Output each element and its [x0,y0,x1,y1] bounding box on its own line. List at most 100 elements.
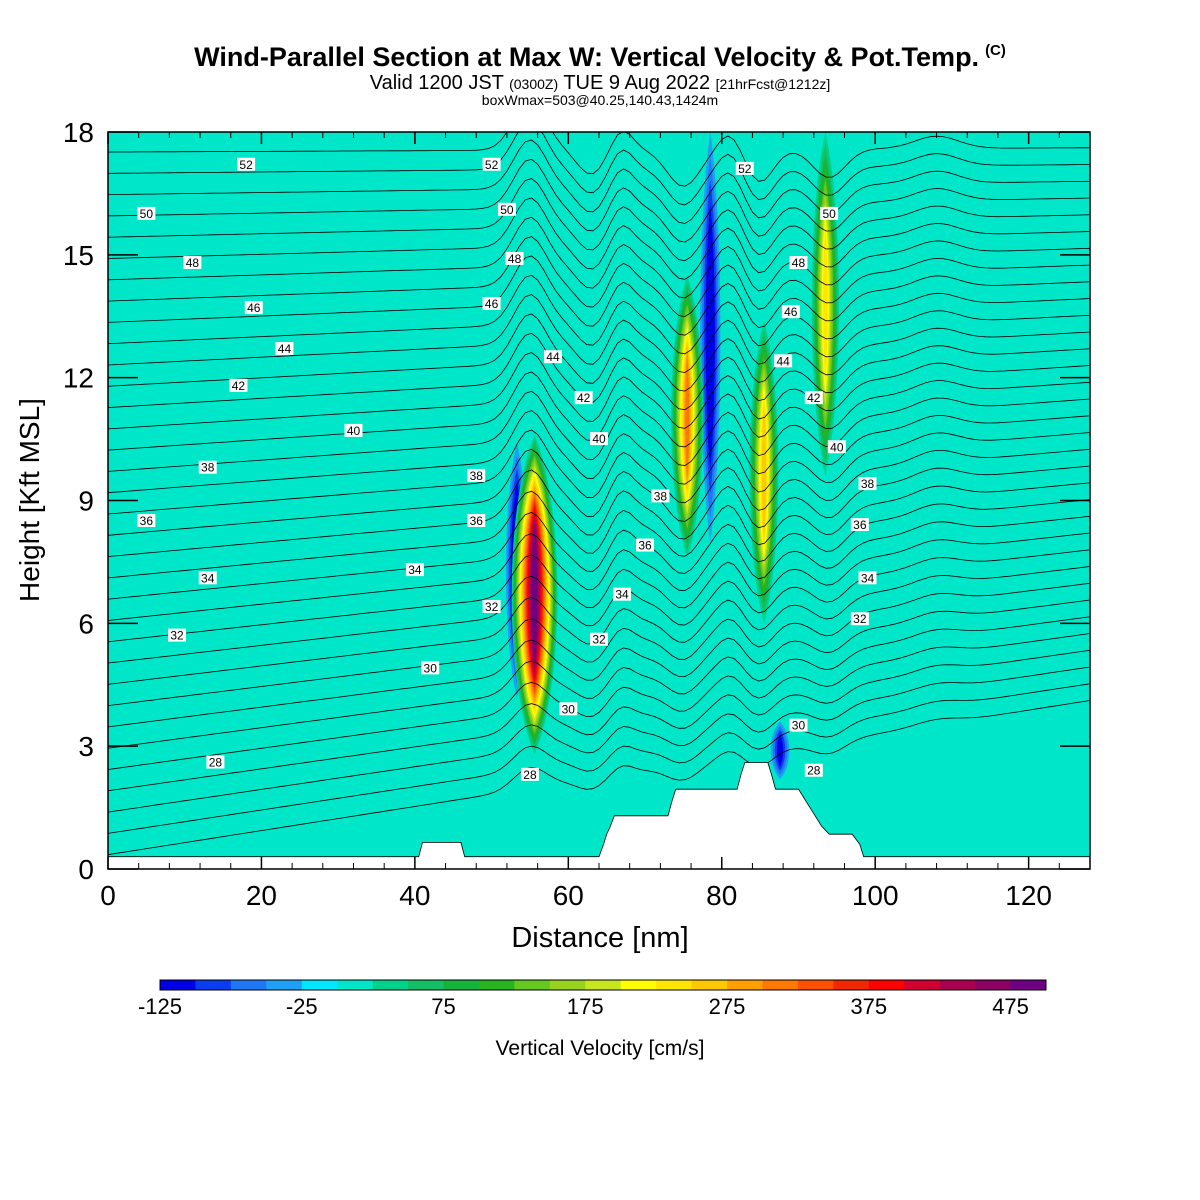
colorbar-swatch [337,980,374,990]
theta-label: 38 [470,469,484,483]
theta-label: 28 [209,756,223,770]
terrain [108,762,1090,869]
colorbar-swatch [266,980,303,990]
theta-label-box [244,301,263,315]
colorbar-tick-label: -125 [138,994,182,1019]
theta-label: 30 [424,661,438,675]
x-tick-label: 100 [852,880,899,911]
colorbar-swatch [408,980,444,990]
theta-label: 44 [546,350,560,364]
valid-time-part-1: Valid 1200 JST [369,72,510,94]
x-tick-label: 40 [399,880,430,911]
theta-contour-line [108,158,1090,243]
theta-label: 48 [508,252,522,266]
theta-contour-line [108,255,1090,336]
theta-label-box [520,767,539,781]
theta-contour-line [108,683,1090,834]
theta-label-box [827,440,846,454]
theta-contour-line [108,294,1090,373]
theta-contour-line [108,352,1090,430]
colorbar-swatch [585,980,622,990]
theta-label: 38 [654,489,668,503]
theta-contour-line [108,666,1090,813]
theta-label-box [543,350,562,364]
colorbar-swatch [797,980,834,990]
theta-label: 48 [186,256,200,270]
theta-label: 44 [776,354,790,368]
theta-contour-line [108,549,1090,664]
colorbar-swatch [372,980,409,990]
theta-label-box [229,378,248,392]
chart-title: Wind-Parallel Section at Max W: Vertical… [0,42,1200,73]
theta-label: 30 [562,702,576,716]
theta-label-box [168,628,187,642]
theta-label-box [505,251,524,265]
theta-label-box [850,612,869,626]
theta-label: 36 [140,514,154,528]
theta-label-box [651,489,670,503]
colorbar: -125 -25 75 175 275 375 475 [138,979,1047,1019]
theta-contour-line [108,599,1090,728]
theta-label: 28 [523,768,537,782]
colorbar-tick-label: 175 [567,994,604,1019]
y-tick-label: 9 [78,486,94,517]
colorbar-swatch [301,980,338,990]
theta-label-box [344,423,363,437]
copyright-mark: (C) [985,42,1006,59]
theta-label: 36 [638,539,652,553]
colorbar-swatch [443,980,480,990]
colorbar-swatch [727,980,763,990]
theta-label: 34 [201,571,215,585]
theta-label: 32 [853,612,867,626]
updraft-core [532,531,537,659]
colorbar-swatch [620,980,657,990]
y-tick-label: 6 [78,608,94,639]
theta-contour-line [108,649,1090,792]
theta-contour-line [108,633,1090,770]
colorbar-swatch [478,980,515,990]
theta-label: 32 [485,600,499,614]
theta-contour-line [108,499,1090,600]
theta-label: 36 [470,514,484,528]
theta-contour-line [108,390,1090,472]
theta-label-box [482,599,501,613]
theta-label-box [781,305,800,319]
forecast-tag: [21hrFcst@1212z] [715,76,831,92]
theta-label-box [590,432,608,446]
colorbar-tick-label: 75 [431,994,455,1019]
x-tick-label: 60 [553,880,584,911]
theta-label: 50 [500,203,514,217]
x-tick-label: 120 [1005,880,1052,911]
x-tick-label: 0 [100,880,116,911]
theta-label: 32 [170,629,184,643]
theta-label-box [497,202,516,216]
box-wmax-line: boxWmax=503@40.25,140.43,1424m [481,92,719,108]
colorbar-tick-label: 475 [992,994,1029,1019]
theta-contour-line [108,313,1090,392]
theta-label-box [636,538,655,552]
theta-label-box [559,702,578,716]
theta-label-box [804,763,823,777]
colorbar-swatch [833,980,870,990]
colorbar-tick-label: -25 [286,994,318,1019]
theta-label: 38 [201,461,215,475]
y-tick-label: 12 [63,363,94,394]
x-tick-label: 20 [246,880,277,911]
theta-label: 42 [807,391,821,405]
theta-contour-line [108,178,1090,262]
theta-label: 34 [615,588,629,602]
theta-contour-line [108,332,1090,411]
theta-label-box [467,513,486,527]
theta-label-box [735,161,754,175]
theta-contour-line [108,132,1090,187]
theta-label-box [590,632,608,646]
y-tick-label: 18 [63,117,94,148]
theta-label: 50 [140,207,154,221]
theta-label-box [858,571,877,585]
colorbar-swatch [762,980,799,990]
y-axis-label: Height [Kft MSL] [14,398,45,602]
theta-contour-line [108,274,1090,355]
theta-label: 46 [485,297,499,311]
theta-label-box [198,571,217,585]
